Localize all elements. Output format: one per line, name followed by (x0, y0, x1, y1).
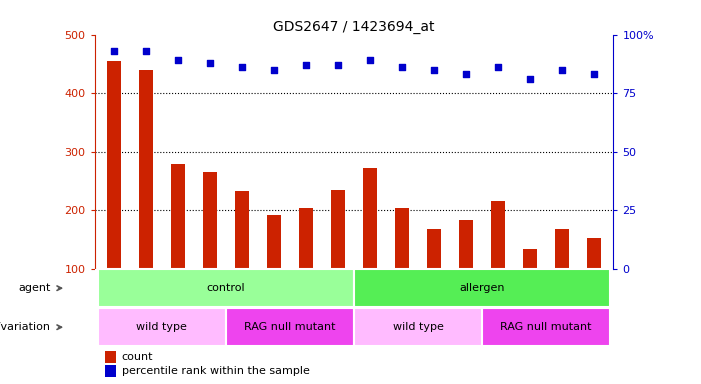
Bar (354, 270, 610, 307)
Bar (105, 351, 116, 363)
Point (140, 48, 151, 54)
Text: RAG null mutant: RAG null mutant (501, 322, 592, 332)
Text: wild type: wild type (137, 322, 187, 332)
Point (365, 57, 376, 63)
Bar (170, 164, 185, 269)
Point (524, 76, 536, 82)
Point (428, 66, 440, 73)
Point (236, 64, 247, 70)
Point (108, 48, 119, 54)
Bar (427, 229, 441, 269)
Text: wild type: wild type (393, 322, 444, 332)
Bar (299, 209, 313, 269)
Bar (363, 168, 377, 269)
Text: agent: agent (18, 283, 50, 293)
Bar (107, 61, 121, 269)
Bar (523, 249, 538, 269)
Title: GDS2647 / 1423694_at: GDS2647 / 1423694_at (273, 20, 435, 33)
Bar (491, 201, 505, 269)
Bar (139, 70, 153, 269)
Text: control: control (207, 283, 245, 293)
Bar (98, 308, 226, 346)
Bar (459, 220, 473, 269)
Point (204, 60, 215, 66)
Point (557, 66, 568, 73)
Point (300, 62, 311, 68)
Bar (555, 229, 569, 269)
Point (493, 64, 504, 70)
Bar (395, 209, 409, 269)
Bar (203, 172, 217, 269)
Bar (354, 308, 482, 346)
Point (461, 71, 472, 78)
Bar (267, 215, 281, 269)
Bar (98, 270, 354, 307)
Bar (587, 238, 601, 269)
Text: genotype/variation: genotype/variation (0, 322, 50, 332)
Text: RAG null mutant: RAG null mutant (244, 322, 336, 332)
Bar (235, 191, 249, 269)
Point (589, 71, 600, 78)
Point (172, 57, 184, 63)
Text: count: count (121, 352, 153, 362)
Point (268, 66, 280, 73)
Point (397, 64, 408, 70)
Bar (226, 308, 354, 346)
Bar (105, 366, 116, 377)
Text: percentile rank within the sample: percentile rank within the sample (121, 366, 309, 376)
Bar (331, 190, 345, 269)
Bar (482, 308, 610, 346)
Point (332, 62, 343, 68)
Text: allergen: allergen (459, 283, 505, 293)
